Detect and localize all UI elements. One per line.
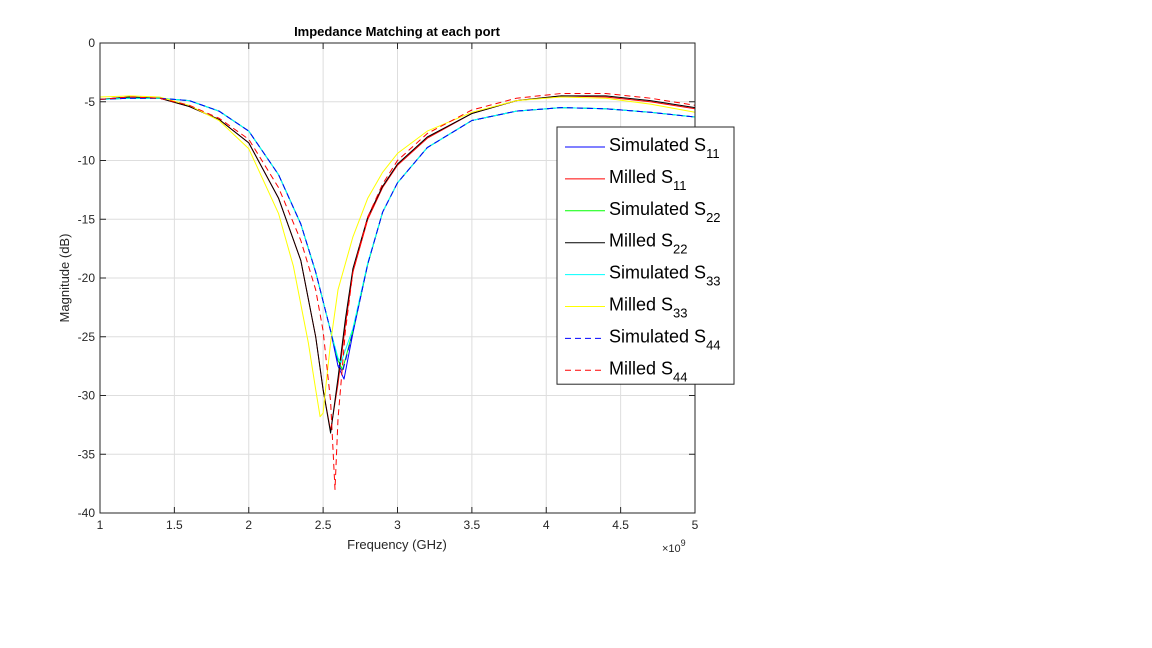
legend-subscript: 22 xyxy=(673,242,687,257)
legend-box xyxy=(556,126,735,385)
x-exponent-base: ×10 xyxy=(662,543,681,555)
x-tick-label: 3 xyxy=(394,518,401,532)
legend-label: Simulated S xyxy=(609,199,706,219)
series-line-6 xyxy=(99,97,696,373)
x-tick-label: 1.5 xyxy=(166,518,183,532)
legend-label: Simulated S xyxy=(609,326,706,346)
legend-entry-1: Milled S11 xyxy=(609,167,687,193)
legend-entry-0: Simulated S11 xyxy=(609,135,720,161)
series-line-7 xyxy=(99,93,696,490)
chart-title: Impedance Matching at each port xyxy=(294,24,501,39)
legend-entry-7: Milled S44 xyxy=(609,358,688,384)
legend-label: Milled S xyxy=(609,231,673,251)
legend-subscript: 22 xyxy=(706,210,720,225)
legend-label: Milled S xyxy=(609,167,673,187)
x-tick-label: 4.5 xyxy=(612,518,629,532)
legend-subscript: 11 xyxy=(706,146,720,161)
x-tick-label: 4 xyxy=(543,518,550,532)
x-tick-label: 2 xyxy=(245,518,252,532)
x-tick-label: 3.5 xyxy=(464,518,481,532)
series-line-5 xyxy=(99,95,696,418)
y-tick-label: -30 xyxy=(78,389,96,403)
x-exponent-power: 9 xyxy=(681,538,686,548)
legend-subscript: 33 xyxy=(706,274,720,289)
x-tick-label: 5 xyxy=(692,518,699,532)
y-tick-label: -25 xyxy=(78,330,96,344)
legend-label: Milled S xyxy=(609,295,673,315)
x-tick-label: 2.5 xyxy=(315,518,332,532)
x-axis-label: Frequency (GHz) xyxy=(347,537,447,552)
y-tick-label: -10 xyxy=(78,154,96,168)
x-exponent: ×109 xyxy=(662,538,686,555)
legend-entry-3: Milled S22 xyxy=(609,231,688,257)
y-tick-label: -40 xyxy=(78,506,96,520)
legend-entry-2: Simulated S22 xyxy=(609,199,721,225)
legend-entry-6: Simulated S44 xyxy=(609,326,721,352)
y-axis-label: Magnitude (dB) xyxy=(57,234,72,323)
y-tick-label: -35 xyxy=(78,447,96,461)
legend-entry-4: Simulated S33 xyxy=(609,263,721,289)
legend-label: Milled S xyxy=(609,358,673,378)
legend-subscript: 11 xyxy=(673,178,687,193)
series-layer xyxy=(99,93,696,490)
y-tick-label: -15 xyxy=(78,212,96,226)
legend-subscript: 33 xyxy=(673,306,687,321)
x-tick-label: 1 xyxy=(97,518,104,532)
y-tick-label: 0 xyxy=(88,36,95,50)
y-tick-label: -5 xyxy=(84,95,95,109)
legend-entry-5: Milled S33 xyxy=(609,295,688,321)
legend-subscript: 44 xyxy=(706,337,720,352)
legend-subscript: 44 xyxy=(673,369,687,384)
legend-label: Simulated S xyxy=(609,263,706,283)
legend-label: Simulated S xyxy=(609,135,706,155)
axis-ticks: 1 1.5 2 2.5 3 3.5 4 4.5 5 0 -5 -10 -15 -20 -25 -30 -35 -4… xyxy=(78,36,699,532)
y-tick-label: -20 xyxy=(78,271,96,285)
